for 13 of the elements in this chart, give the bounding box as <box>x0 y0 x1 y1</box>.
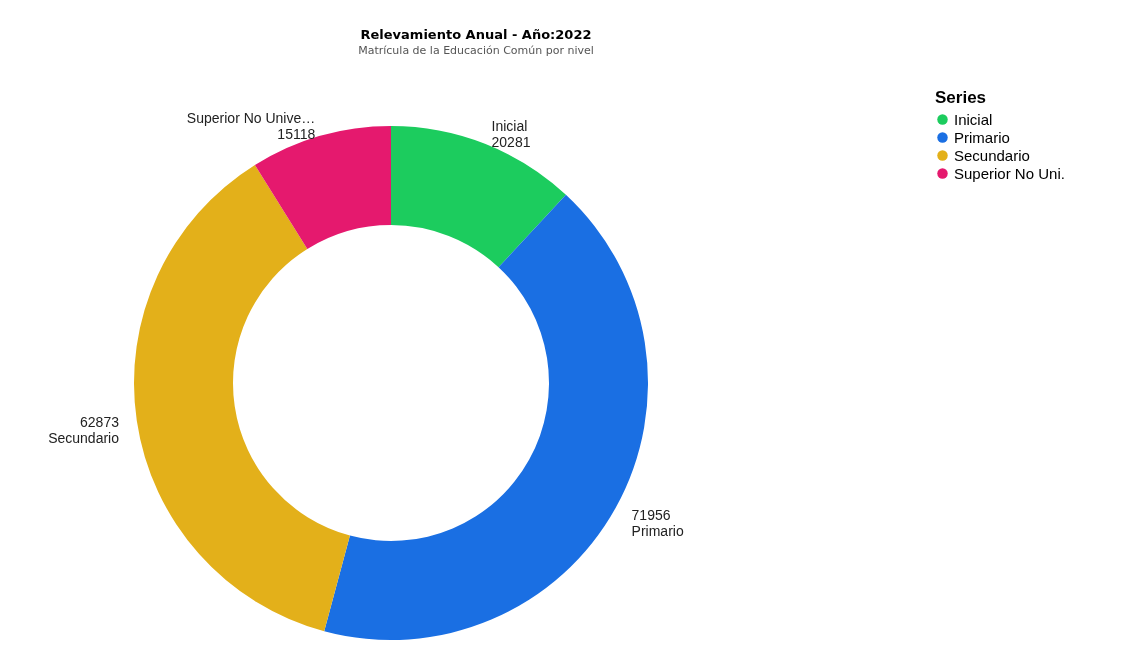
legend-label: Primario <box>954 128 1010 146</box>
data-label: Inicial 20281 <box>491 118 531 151</box>
donut-slice <box>254 126 391 249</box>
data-label: Superior No Unive… 15118 <box>186 109 316 142</box>
data-label: 62873 Secundario <box>48 414 120 447</box>
data-label: 71956 Primario <box>631 507 684 540</box>
legend-label: Inicial <box>954 110 993 128</box>
legend-label: Superior No Uni. <box>954 164 1065 182</box>
chart-title: Relevamiento Anual - Año:2022 <box>360 27 592 42</box>
donut-slice <box>134 164 350 632</box>
legend-title: Series <box>935 88 987 107</box>
chart-subtitle: Matrícula de la Educación Común por nivel <box>358 44 594 57</box>
legend-label: Secundario <box>954 146 1030 164</box>
